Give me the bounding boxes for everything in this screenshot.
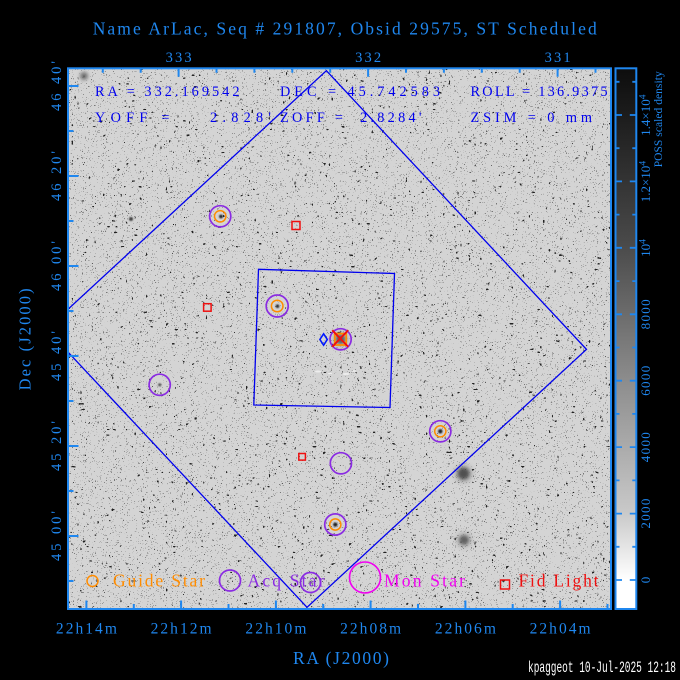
svg-text:22h12m: 22h12m	[151, 620, 212, 637]
svg-text:Mon Star: Mon Star	[384, 571, 465, 591]
svg-text:RA (J2000): RA (J2000)	[293, 648, 389, 668]
svg-text:22h08m: 22h08m	[340, 620, 401, 637]
svg-text:DEC = 45.742583: DEC = 45.742583	[280, 84, 440, 100]
svg-text:ZSIM = 0 mm: ZSIM = 0 mm	[471, 110, 593, 126]
svg-text:Guide Star: Guide Star	[113, 571, 205, 591]
svg-text:RA = 332.169542: RA = 332.169542	[95, 84, 240, 100]
svg-text:Name ArLac, Seq # 291807, Obsi: Name ArLac, Seq # 291807, Obsid 29575, S…	[93, 19, 597, 39]
svg-text:Fid Light: Fid Light	[519, 571, 599, 591]
svg-text:Acq Star: Acq Star	[248, 571, 325, 591]
svg-text:332: 332	[355, 50, 381, 66]
svg-text:331: 331	[545, 50, 571, 66]
svg-text:kpaggeot 10-Jul-2025 12:18: kpaggeot 10-Jul-2025 12:18	[528, 659, 676, 677]
svg-text:2000: 2000	[638, 499, 653, 529]
svg-text:22h14m: 22h14m	[56, 620, 117, 637]
svg-text:4000: 4000	[638, 432, 653, 462]
svg-text:POSS scaled density: POSS scaled density	[653, 71, 665, 167]
svg-text:22h10m: 22h10m	[245, 620, 306, 637]
svg-text:1.2×104: 1.2×104	[638, 161, 653, 203]
svg-text:22h06m: 22h06m	[435, 620, 496, 637]
svg-text:6000: 6000	[638, 366, 653, 396]
svg-text:22h04m: 22h04m	[530, 620, 591, 637]
svg-text:ROLL = 136.9375: ROLL = 136.9375	[471, 84, 608, 100]
svg-text:1.4×104: 1.4×104	[638, 94, 653, 136]
svg-text:0: 0	[638, 577, 653, 584]
svg-text:8000: 8000	[638, 299, 653, 329]
svg-text:333: 333	[166, 50, 192, 66]
svg-text:Dec (J2000): Dec (J2000)	[16, 288, 35, 390]
